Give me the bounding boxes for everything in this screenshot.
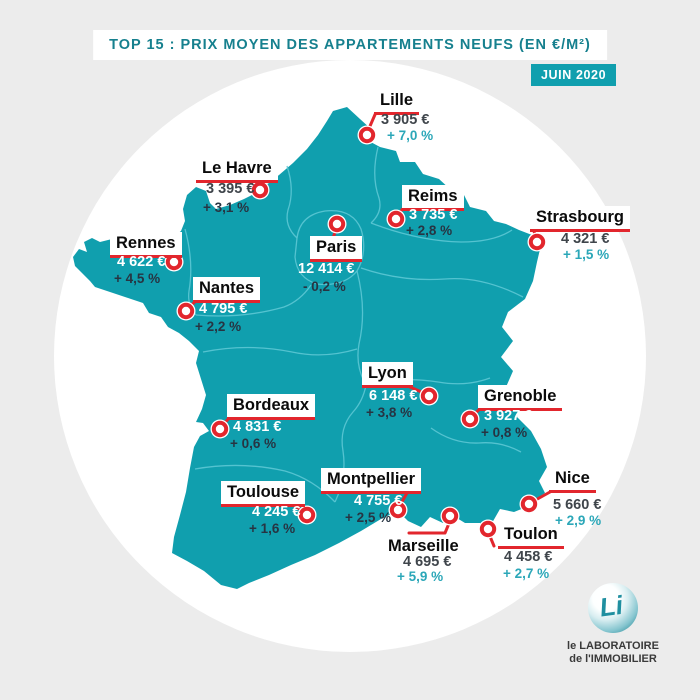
city-change: + 3,1 %: [203, 200, 250, 215]
city-change: + 7,0 %: [387, 128, 434, 143]
city-price: 4 622 €: [117, 254, 166, 270]
city-change: + 3,8 %: [366, 405, 413, 420]
city-marker: [328, 215, 346, 233]
city-price: 5 660 €: [553, 497, 602, 513]
city-label: Montpellier: [321, 468, 422, 494]
city-label: Rennes: [110, 232, 182, 258]
city-change: + 2,5 %: [345, 510, 392, 525]
city-price: 4 795 €: [199, 301, 248, 317]
laboratoire-immobilier-logo: Li le LABORATOIRE de l'IMMOBILIER: [563, 583, 663, 665]
city-label: Grenoble: [478, 385, 563, 411]
page-title: TOP 15 : PRIX MOYEN DES APPARTEMENTS NEU…: [109, 37, 591, 53]
city-change: + 1,5 %: [563, 247, 610, 262]
city-marker: [251, 181, 269, 199]
city-marker: [389, 501, 407, 519]
city-label: Nice: [549, 467, 596, 493]
city-marker: [298, 506, 316, 524]
city-price: 3 395 €: [206, 181, 255, 197]
city-label: Toulouse: [221, 481, 306, 507]
city-markers-layer: [164, 108, 552, 548]
city-change: + 0,8 %: [481, 425, 528, 440]
city-change: + 2,2 %: [195, 319, 242, 334]
city-marker: [420, 387, 438, 405]
city-price: 4 755 €: [354, 493, 403, 509]
city-label: Lyon: [362, 362, 413, 388]
city-marker: [479, 520, 497, 538]
city-price: 4 245 €: [252, 504, 301, 520]
city-price: 3 905 €: [381, 112, 430, 128]
city-price: 3 735 €: [409, 207, 458, 223]
city-label: Bordeaux: [227, 394, 316, 420]
city-change: + 0,6 %: [230, 436, 277, 451]
city-price: 4 321 €: [561, 231, 610, 247]
city-label: Paris: [310, 236, 363, 262]
city-change: + 2,8 %: [406, 223, 453, 238]
city-price: 4 458 €: [504, 549, 553, 565]
city-price: 4 831 €: [233, 419, 282, 435]
city-label: Le Havre: [196, 157, 278, 183]
city-price: 3 927 €: [484, 408, 533, 424]
city-label: Toulon: [498, 523, 564, 549]
city-change: + 1,6 %: [249, 521, 296, 536]
city-label: Lille: [374, 89, 420, 115]
city-change: + 2,9 %: [555, 513, 602, 528]
city-marker: [441, 507, 459, 525]
city-marker: [177, 302, 195, 320]
city-price: 6 148 €: [369, 388, 418, 404]
city-marker: [387, 210, 405, 228]
logo-text: le LABORATOIRE de l'IMMOBILIER: [563, 640, 663, 665]
city-price: 4 695 €: [403, 554, 452, 570]
city-change: + 2,7 %: [503, 566, 550, 581]
city-change: + 4,5 %: [114, 271, 161, 286]
logo-text-line1: le LABORATOIRE: [567, 640, 659, 652]
city-label: Strasbourg: [530, 206, 631, 232]
city-label: Reims: [402, 185, 464, 211]
city-marker: [528, 233, 546, 251]
city-label: Nantes: [193, 277, 261, 303]
city-marker: [520, 495, 538, 513]
logo-monogram: Li: [598, 589, 626, 623]
city-label: Marseille: [382, 535, 465, 558]
france-map-shape: [73, 107, 547, 589]
city-change: + 5,9 %: [397, 569, 444, 584]
city-price: 12 414 €: [298, 261, 355, 277]
city-marker: [358, 126, 376, 144]
city-change: - 0,2 %: [303, 279, 346, 294]
date-badge: JUIN 2020: [531, 64, 617, 86]
city-marker: [461, 410, 479, 428]
title-box: TOP 15 : PRIX MOYEN DES APPARTEMENTS NEU…: [93, 30, 607, 60]
li-logo-icon: Li: [588, 583, 638, 633]
city-marker: [211, 420, 229, 438]
logo-text-line2: de l'IMMOBILIER: [569, 652, 657, 665]
